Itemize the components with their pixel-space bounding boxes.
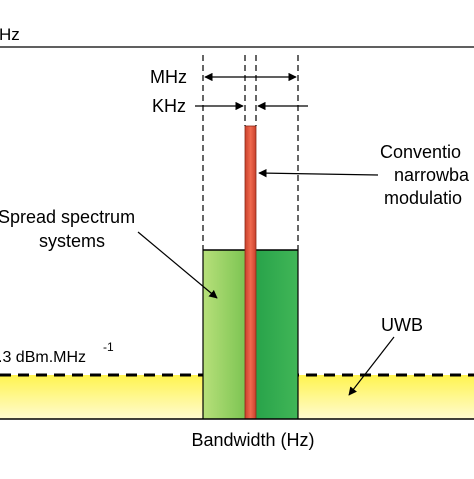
- bandwidth-axis-label: Bandwidth (Hz): [191, 430, 314, 450]
- conventional-pointer-arrow: [258, 168, 379, 178]
- conventional-label-line1: Conventio: [380, 142, 461, 162]
- mhz-label: MHz: [150, 67, 187, 87]
- uwb-label: UWB: [381, 315, 423, 335]
- khz-label: KHz: [152, 96, 186, 116]
- spread-spectrum-block-left: [203, 250, 246, 419]
- narrowband-carrier: [244, 125, 257, 420]
- psd-value-label: .3 dBm.MHz: [0, 349, 86, 366]
- top-unit-label: Hz: [0, 25, 20, 44]
- spread-spectrum-block-right: [256, 250, 298, 419]
- conventional-label-line2: narrowba: [394, 165, 470, 185]
- spread-pointer-arrow: [137, 231, 218, 299]
- conventional-label-line3: modulatio: [384, 188, 462, 208]
- psd-exponent-label: -1: [103, 340, 114, 354]
- spread-label-line1: Spread spectrum: [0, 207, 135, 227]
- spread-label-line2: systems: [39, 231, 105, 251]
- uwb-pointer-arrow: [348, 336, 395, 396]
